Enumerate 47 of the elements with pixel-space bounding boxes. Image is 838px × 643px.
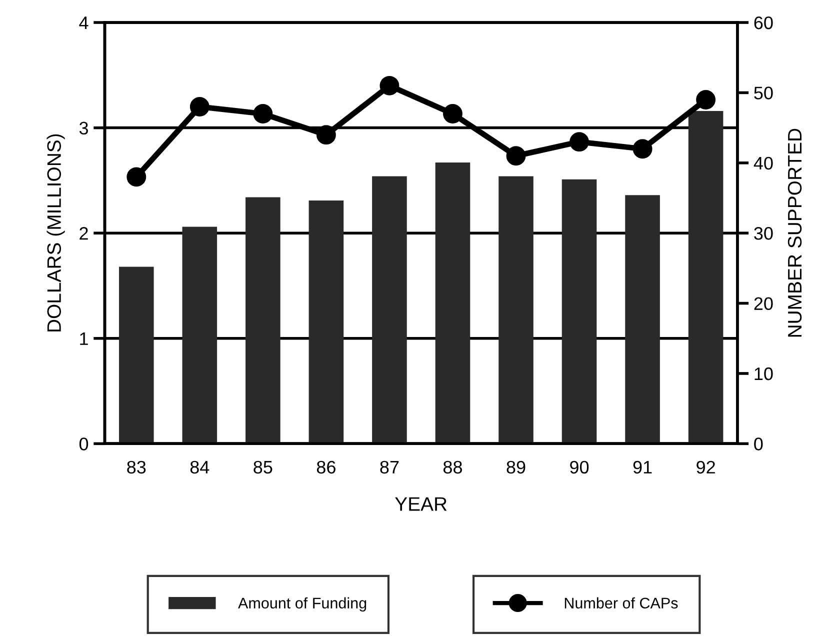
y-axis-title: DOLLARS (MILLIONS): [46, 134, 65, 332]
y-tick-label: 4: [79, 16, 88, 30]
bar: [118, 266, 154, 444]
bar: [498, 176, 534, 444]
x-tick-label: 86: [316, 460, 336, 474]
y2-tick-label: 60: [754, 16, 773, 30]
y-tick-label: 1: [80, 332, 88, 345]
y-tick-label: 2: [80, 227, 88, 240]
bar: [372, 176, 407, 444]
point: [443, 104, 462, 124]
y2-tick-label: 40: [754, 156, 773, 170]
x-tick-label: 87: [380, 460, 399, 474]
bar: [246, 197, 280, 444]
y2-tick-label: 30: [754, 227, 773, 240]
point: [253, 104, 273, 124]
y-tick-label: 3: [79, 122, 88, 135]
point: [506, 146, 526, 166]
y2-tick-label: 10: [754, 367, 773, 380]
bar: [435, 162, 470, 444]
y2-tick-label: 20: [754, 297, 773, 310]
point: [570, 132, 589, 152]
x-tick-label: 88: [443, 460, 462, 474]
y2-tick-label: 0: [754, 438, 763, 450]
y2-tick-label: 50: [754, 86, 773, 100]
x-tick-label: 84: [190, 460, 210, 474]
point: [380, 76, 400, 96]
x-tick-label: 83: [127, 460, 146, 474]
x-tick-label: 85: [254, 460, 272, 474]
bar: [308, 200, 344, 444]
x-tick-label: 90: [570, 460, 589, 474]
x-tick-label: 89: [506, 460, 526, 474]
bar: [688, 110, 724, 444]
point: [190, 97, 210, 116]
x-tick-label: 91: [633, 460, 652, 474]
y-tick-label: 0: [79, 438, 88, 450]
x-tick-label: 92: [696, 460, 715, 474]
bar: [182, 226, 218, 444]
bar: [625, 195, 660, 444]
bar: [562, 179, 597, 444]
point: [316, 125, 336, 145]
point: [632, 139, 652, 159]
x-axis-title: YEAR: [395, 497, 447, 511]
y2-axis-title: NUMBER SUPPORTED: [788, 128, 802, 337]
legend-label: Number of CAPs: [564, 597, 678, 609]
point: [126, 167, 146, 187]
legend-label: Amount of Funding: [238, 597, 366, 612]
point: [696, 90, 716, 110]
